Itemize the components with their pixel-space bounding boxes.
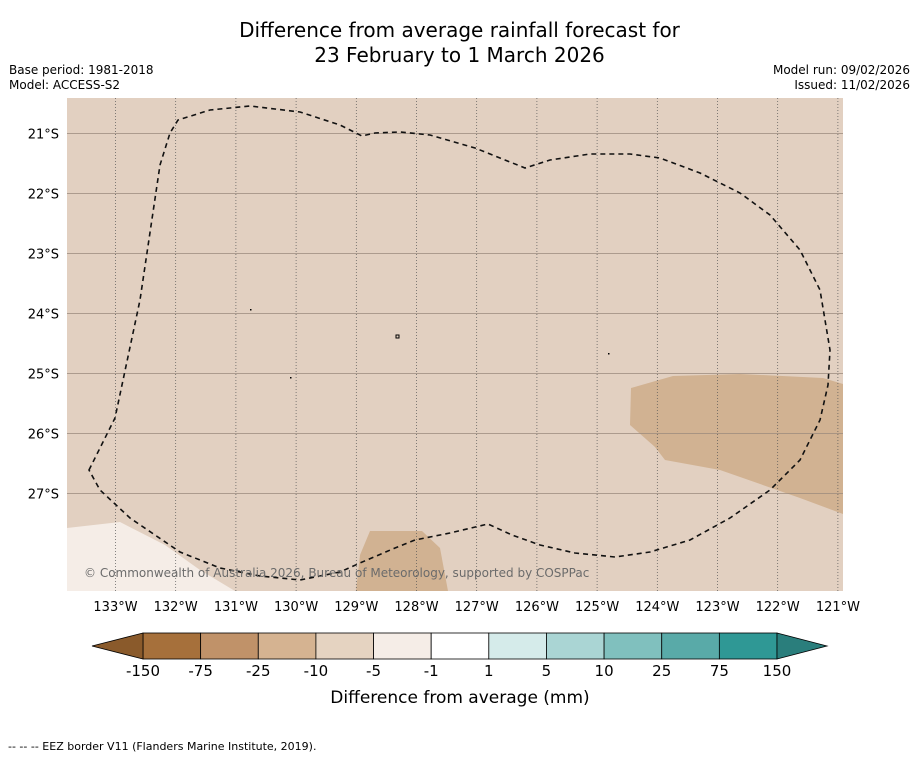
island-marker [395,334,400,339]
chart-title: Difference from average rainfall forecas… [0,18,919,68]
colorbar-box [142,632,202,660]
colorbar-tick-labels: -150 -75 -25 -10 -5 -1 1 5 10 25 75 150 [126,662,791,680]
eez-legend-text: -- -- -- EEZ border V11 (Flanders Marine… [8,740,317,753]
lat-tick-labels: 21°S 22°S 23°S 24°S 25°S 26°S 27°S [28,128,59,503]
lon-tick-label: 124°W [635,600,679,615]
lon-tick-label: 122°W [756,600,800,615]
colorbar-box [546,632,605,660]
lon-tick-label: 125°W [575,600,619,615]
colorbar-tick-label: 1 [484,662,494,680]
map-figure: © Commonwealth of Australia 2026, Bureau… [28,98,860,615]
colorbar-tick-label: -150 [126,662,160,680]
colorbar-extend-high [776,632,829,660]
copyright-text: © Commonwealth of Australia 2026, Bureau… [84,566,589,580]
colorbar-tick-label: 75 [710,662,729,680]
meta-right: Model run: 09/02/2026 Issued: 11/02/2026 [773,63,910,93]
colorbar-tick-label: -10 [304,662,329,680]
model-text: Model: ACCESS-S2 [9,78,121,92]
colorbar-extend-low [91,632,144,660]
lon-tick-label: 123°W [695,600,739,615]
southwest-patch [67,522,235,591]
lon-tick-label: 121°W [816,600,860,615]
colorbar-box [430,632,490,660]
lat-tick-label: 26°S [28,428,59,443]
island-marker [250,309,252,311]
issued-text: Issued: 11/02/2026 [794,78,910,92]
map-background [67,98,843,591]
colorbar-box [488,632,547,660]
lat-tick-label: 21°S [28,128,59,143]
south-patch [356,531,448,591]
lat-tick-label: 27°S [28,488,59,503]
colorbar-box [661,632,720,660]
lon-tick-label: 132°W [154,600,198,615]
eez-border [88,105,831,581]
island-marker [290,377,292,379]
lon-tick-label: 129°W [334,600,378,615]
colorbar-box [603,632,663,660]
lon-tick-labels: 133°W 132°W 131°W 130°W 129°W 128°W 127°W 126°W… [93,600,860,615]
colorbar-tick-label: -1 [424,662,439,680]
meta-left: Base period: 1981-2018 Model: ACCESS-S2 [9,63,154,93]
colorbar-tick-label: -5 [366,662,381,680]
lat-tick-label: 24°S [28,308,59,323]
colorbar-box [373,632,432,660]
colorbar-tick-label: -75 [188,662,213,680]
colorbar-tick-label: 5 [542,662,552,680]
east-patch [630,374,843,514]
colorbar-box [200,632,259,660]
colorbar-tick-label: 150 [763,662,792,680]
lon-tick-label: 131°W [214,600,258,615]
title-line-1: Difference from average rainfall forecas… [239,18,680,42]
lat-tick-label: 23°S [28,248,59,263]
colorbar-box [257,632,317,660]
lat-tick-label: 25°S [28,368,59,383]
colorbar-box [315,632,374,660]
colorbar-tick-label: 10 [595,662,614,680]
lon-tick-label: 126°W [515,600,559,615]
title-line-2: 23 February to 1 March 2026 [314,43,605,67]
grid-lines [67,98,843,591]
colorbar-label: Difference from average (mm) [330,688,589,708]
lat-tick-label: 22°S [28,188,59,203]
colorbar-tick-label: -25 [246,662,271,680]
colorbar-boxes [142,632,778,660]
colorbar-tick-label: 25 [652,662,671,680]
lon-tick-label: 130°W [274,600,318,615]
island-marker [608,353,610,355]
model-run-text: Model run: 09/02/2026 [772,63,910,77]
lon-tick-label: 133°W [93,600,137,615]
lon-tick-label: 128°W [394,600,438,615]
base-period-text: Base period: 1981-2018 [9,63,154,77]
lon-tick-label: 127°W [455,600,499,615]
colorbar-box [718,632,778,660]
